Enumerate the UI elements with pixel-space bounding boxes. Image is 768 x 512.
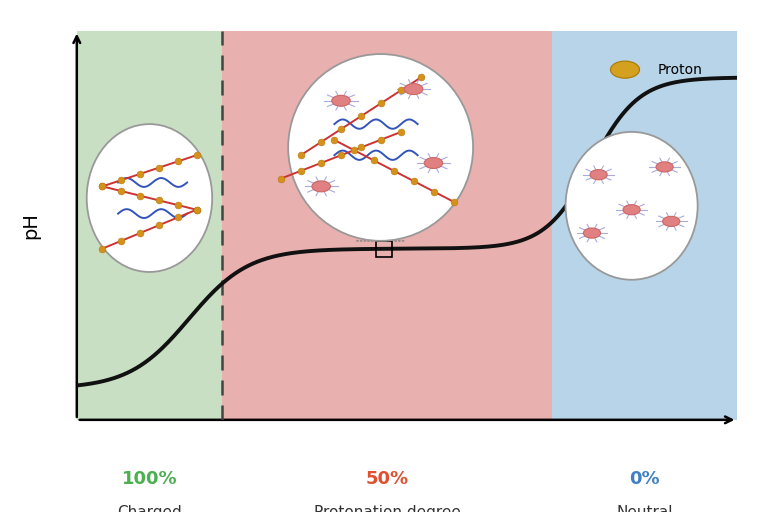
Circle shape: [424, 158, 442, 168]
Text: 0%: 0%: [630, 471, 660, 488]
Text: Proton: Proton: [658, 62, 703, 77]
Bar: [552, 31, 737, 420]
Ellipse shape: [288, 54, 473, 241]
Circle shape: [584, 228, 601, 238]
Circle shape: [312, 181, 330, 192]
Ellipse shape: [87, 124, 212, 272]
Text: Charged: Charged: [117, 505, 182, 512]
Text: Neutral: Neutral: [617, 505, 673, 512]
Bar: [77, 31, 222, 420]
Bar: [222, 31, 552, 420]
Text: pH: pH: [21, 212, 40, 239]
Text: 100%: 100%: [121, 471, 177, 488]
Circle shape: [663, 217, 680, 226]
Circle shape: [656, 162, 674, 172]
Text: Protonation degree: Protonation degree: [314, 505, 461, 512]
Circle shape: [623, 205, 641, 215]
Bar: [376, 241, 392, 257]
Circle shape: [590, 169, 607, 180]
Circle shape: [405, 83, 423, 95]
Circle shape: [332, 95, 350, 106]
Circle shape: [611, 61, 640, 78]
Ellipse shape: [565, 132, 697, 280]
Text: 50%: 50%: [366, 471, 409, 488]
